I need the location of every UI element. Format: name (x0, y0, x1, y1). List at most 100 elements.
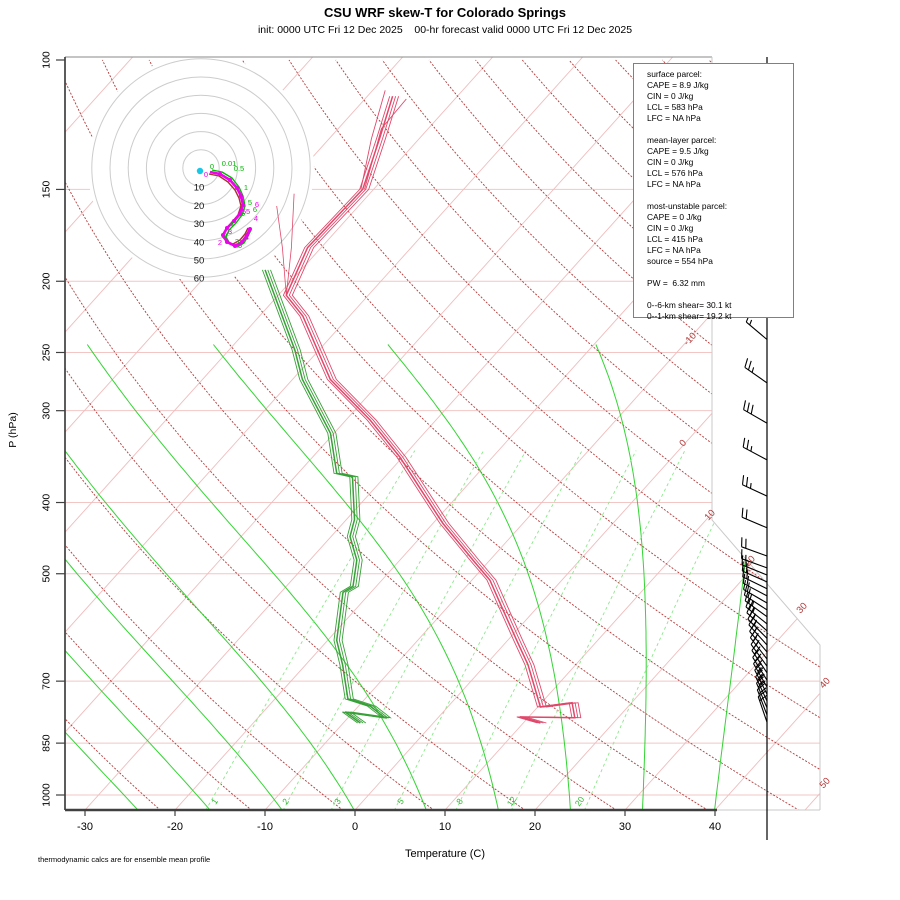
hodograph-trace-dot (235, 186, 239, 190)
wind-barb (751, 642, 768, 674)
mixing-ratio-label: 12 (505, 794, 519, 808)
info-line: LCL = 583 hPa (647, 102, 703, 112)
pressure-tick-label: 150 (41, 181, 53, 199)
hodograph-height-label: 0 (210, 162, 214, 171)
pressure-tick-label: 300 (41, 402, 53, 420)
info-line: CIN = 0 J/kg (647, 91, 694, 101)
info-line: CAPE = 9.5 J/kg (647, 146, 709, 156)
wind-barb (754, 662, 768, 695)
moist-adiabat-line (65, 344, 355, 810)
dry-adiabat-line (475, 59, 820, 810)
wind-barb (742, 567, 768, 590)
isotherm-line (804, 57, 820, 810)
isotherm-line (65, 57, 584, 810)
isotherm-line (65, 57, 674, 810)
pressure-tick-label: 1000 (41, 783, 53, 807)
storm-motion-dot (196, 167, 204, 175)
hodograph-height-label: 55 (242, 207, 250, 216)
hodograph-height-label: 0.01 (222, 159, 237, 168)
mixing-ratio-label: 1 (209, 796, 220, 806)
temp-tick-label: 40 (709, 821, 721, 833)
temperature-member (276, 205, 287, 296)
pressure-tick-label: 100 (41, 51, 53, 69)
wind-barb (745, 597, 768, 625)
pressure-tick-label: 500 (41, 565, 53, 583)
mixing-ratio-line (282, 450, 484, 810)
mixing-ratio-label: 8 (454, 796, 465, 806)
pressure-tick-label: 200 (41, 272, 53, 290)
hodograph-height-label: 3 (228, 227, 232, 236)
wind-barb (744, 591, 768, 618)
wind-barb (741, 561, 768, 583)
info-line: CIN = 0 J/kg (647, 223, 694, 233)
hodograph-trace-dot (241, 203, 245, 207)
wind-barb (744, 358, 768, 384)
mixing-ratio-label: 5 (395, 796, 406, 806)
temperature-member (291, 96, 582, 724)
hodograph-height-label: 0 (204, 170, 208, 179)
info-line: CAPE = 0 J/kg (647, 212, 702, 222)
isotherm-line (534, 57, 820, 810)
hodograph-ring-label: 60 (194, 274, 205, 285)
wind-barb (743, 585, 768, 611)
hodograph-ring (182, 149, 220, 187)
pressure-tick-label: 400 (41, 494, 53, 512)
wind-barb (756, 683, 768, 716)
hodograph-height-label: 4 (254, 214, 258, 223)
wind-barb (743, 400, 768, 424)
hodograph-ring-label: 50 (194, 256, 205, 267)
wind-barb (741, 537, 768, 557)
info-line: mean-layer parcel: (647, 135, 717, 145)
hodograph-ring-label: 10 (194, 183, 205, 194)
isotherm-line (624, 57, 820, 810)
wind-barb (742, 437, 768, 461)
hodograph-trace-dot (245, 233, 249, 237)
dry-adiabat-line (65, 59, 527, 810)
temp-tick-label: -20 (167, 821, 183, 833)
moist-adiabat-line (65, 344, 283, 810)
dewpoint-profile (264, 269, 388, 724)
pressure-tick-label: 700 (41, 672, 53, 690)
hodograph-height-label: 1 (244, 183, 248, 192)
isotherm-label: 30 (795, 601, 810, 616)
dry-adiabat-line (65, 59, 253, 810)
parcel-info-box: surface parcel: CAPE = 8.9 J/kg CIN = 0 J/… (633, 63, 794, 321)
dewpoint-member (270, 269, 392, 724)
hodograph-ring (109, 76, 293, 260)
hodograph-trace-dot (233, 244, 237, 248)
hodograph-ring (127, 94, 275, 242)
hodograph-height-label: 5 (248, 198, 252, 207)
temperature-profile (285, 95, 576, 724)
dry-adiabat-line (288, 59, 820, 810)
dry-adiabat-line (65, 59, 709, 810)
info-line: LFC = NA hPa (647, 179, 701, 189)
isotherm-line (354, 57, 820, 810)
temp-tick-label: -10 (257, 821, 273, 833)
mixing-ratio-line (393, 450, 583, 810)
chart-subtitle: init: 0000 UTC Fri 12 Dec 2025 00-hr for… (257, 24, 633, 36)
hodograph-ring-label: 40 (194, 237, 205, 248)
x-axis-title: Temperature (C) (404, 848, 486, 860)
moist-adiabat-line (387, 344, 571, 810)
wind-barb (741, 475, 768, 497)
wind-barb (742, 573, 768, 597)
info-line: CIN = 0 J/kg (647, 157, 694, 167)
wind-barb (741, 549, 768, 569)
dewpoint-member (261, 269, 384, 724)
temp-tick-label: 20 (529, 821, 541, 833)
mixing-ratio-line (205, 450, 416, 810)
dewpoint-member (267, 269, 390, 724)
temp-tick-label: 10 (439, 821, 451, 833)
hodograph-ring-label: 30 (194, 219, 205, 230)
hodograph-ring (91, 58, 311, 278)
info-line: 0--1-km shear= 19.2 kt (647, 311, 732, 321)
info-line (647, 267, 793, 278)
temperature-member (364, 98, 407, 190)
wind-barb (741, 507, 768, 529)
pressure-tick-label: 250 (41, 344, 53, 362)
moist-adiabat-line (86, 344, 427, 810)
info-line: LCL = 576 hPa (647, 168, 703, 178)
info-line (647, 289, 793, 300)
hodograph-trace-dot (221, 233, 225, 237)
temp-tick-label: -30 (77, 821, 93, 833)
